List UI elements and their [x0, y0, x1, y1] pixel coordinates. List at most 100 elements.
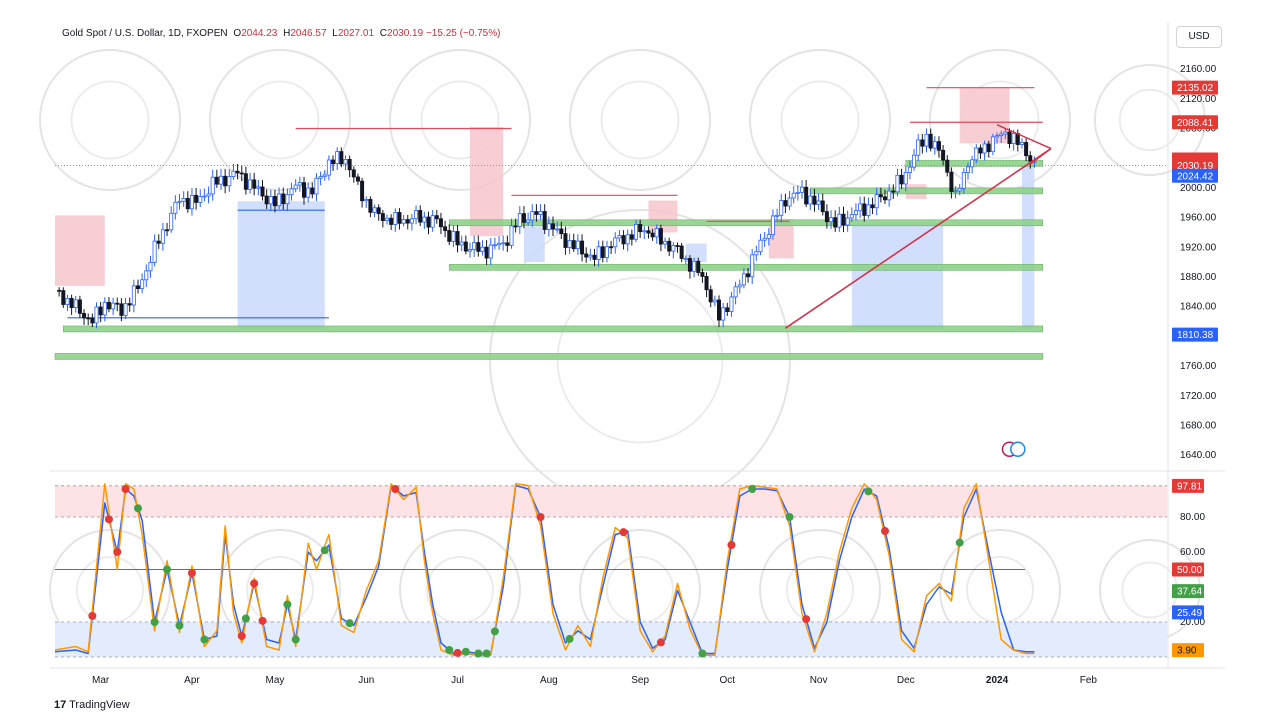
overbought-signal-dot — [619, 528, 628, 537]
price-tag-label: 1810.38 — [1177, 330, 1214, 341]
candle-body — [849, 214, 854, 219]
candle-body — [883, 196, 888, 201]
candle-body — [65, 297, 70, 305]
candle — [625, 229, 630, 252]
candle-body — [833, 217, 838, 228]
candle-body — [434, 215, 439, 220]
tradingview-logo-icon: 17 — [54, 699, 67, 711]
candle-body — [775, 214, 780, 217]
candle — [775, 208, 780, 221]
stoch-value-tag-bg — [1172, 584, 1204, 599]
candle — [588, 248, 593, 261]
candle-body — [401, 219, 406, 224]
candle — [268, 189, 273, 212]
candle — [609, 240, 614, 254]
candle — [833, 210, 838, 232]
oversold-signal-dot — [474, 649, 483, 658]
candle — [770, 209, 775, 240]
candle — [380, 209, 385, 228]
candle-body — [459, 241, 464, 246]
price-axis[interactable]: 1640.001680.001720.001760.001800.001840.… — [1180, 34, 1217, 461]
candle — [194, 187, 199, 210]
overbought-zone — [55, 485, 1167, 517]
candle — [418, 205, 423, 227]
overbought-signal-dot — [187, 569, 196, 577]
candle-body — [571, 240, 576, 250]
watermark-logo — [606, 556, 674, 624]
candle — [538, 204, 543, 220]
candle — [140, 273, 145, 294]
tradingview-logo[interactable]: 17 TradingView — [54, 699, 130, 711]
candle — [679, 243, 684, 263]
candle-body — [202, 195, 207, 198]
candle — [57, 287, 62, 297]
candle — [252, 172, 257, 196]
candle-body — [455, 231, 460, 246]
candle — [974, 144, 979, 164]
candle-body — [820, 200, 825, 213]
candle-body — [990, 136, 995, 153]
oversold-signal-dot — [345, 619, 354, 628]
candle — [824, 204, 829, 229]
demand-zone — [1021, 165, 1035, 329]
candle — [692, 257, 697, 278]
price-tick-label: 2160.00 — [1180, 64, 1217, 75]
candle — [281, 187, 286, 210]
stoch-value-tag-label: 50.00 — [1177, 565, 1202, 576]
candle-body — [555, 228, 560, 231]
candle-body — [405, 219, 410, 224]
candle-body — [389, 217, 394, 225]
candle — [397, 208, 402, 230]
candle-body — [98, 306, 103, 316]
time-tick-label: 2024 — [986, 675, 1009, 686]
price-tag: 2135.02 — [1172, 80, 1218, 95]
candle-body — [663, 240, 668, 245]
candle — [575, 234, 580, 255]
oversold-signal-dot — [864, 487, 873, 496]
candle-body — [638, 224, 643, 233]
candle — [90, 313, 95, 328]
oversold-signal-dot — [241, 614, 250, 623]
candle-body — [982, 143, 987, 154]
candle-body — [90, 317, 95, 324]
stoch-axis[interactable]: 20.00 60.00 80.00 — [1180, 512, 1205, 628]
candle-body — [729, 296, 734, 312]
candle — [891, 184, 896, 199]
candle — [430, 210, 435, 232]
candle — [629, 229, 634, 246]
candle-body — [451, 231, 456, 242]
oversold-signal-dot — [785, 513, 794, 521]
candle-body — [974, 147, 979, 161]
candle-body — [538, 211, 543, 215]
support-band — [905, 160, 1043, 167]
candle — [123, 297, 128, 320]
time-axis[interactable]: Mar Apr May Jun Jul Aug Sep Oct Nov Dec 2024 Feb — [92, 675, 1097, 686]
candle-body — [1007, 131, 1012, 144]
candle-body — [891, 190, 896, 193]
candle-body — [418, 210, 423, 223]
candle-body — [472, 242, 477, 250]
candle-body — [360, 180, 365, 202]
supply-zone — [648, 200, 678, 233]
candle — [534, 204, 539, 222]
supply-zone — [470, 127, 504, 237]
candle — [883, 189, 888, 204]
candle-body — [264, 195, 269, 205]
candle-body — [393, 212, 398, 225]
candle-body — [899, 174, 904, 185]
candle — [820, 193, 825, 216]
watermark-logo — [240, 80, 320, 160]
candle — [617, 230, 622, 242]
candle — [812, 188, 817, 212]
candle-body — [521, 213, 526, 223]
overbought-signal-dot — [104, 515, 113, 524]
triangle-lower-line — [1029, 147, 1052, 165]
candle — [169, 206, 174, 233]
currency-button[interactable]: USD — [1176, 26, 1222, 48]
candle-body — [476, 242, 481, 252]
overbought-signal-dot — [250, 579, 259, 588]
candle-body — [526, 219, 531, 223]
candle — [903, 166, 908, 192]
candle — [314, 173, 319, 202]
